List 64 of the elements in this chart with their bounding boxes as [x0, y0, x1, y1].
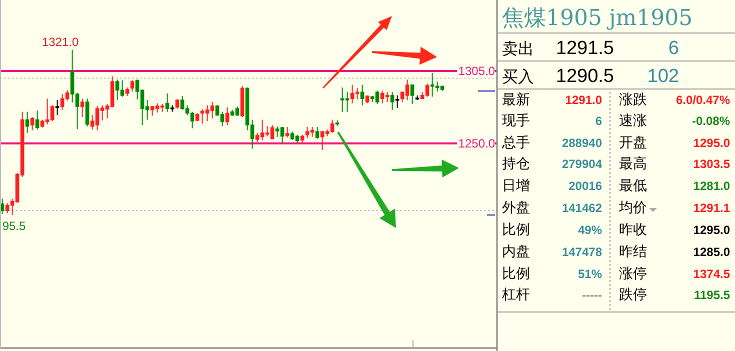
candlestick [225, 106, 230, 126]
text: 49% [578, 223, 602, 237]
text: 开盘 [619, 134, 647, 150]
text: 总手 [501, 134, 530, 150]
text: 102 [647, 66, 679, 87]
text: 速涨 [619, 112, 647, 128]
text: 最新 [502, 91, 530, 107]
text: 1374.5 [693, 267, 730, 281]
text: 1281.0 [693, 179, 730, 193]
text: 147478 [562, 245, 602, 259]
text: 现手 [502, 112, 530, 128]
text: 6.0/0.47% [676, 93, 730, 107]
candlestick [35, 110, 40, 130]
text: 288940 [562, 136, 602, 150]
text: 1295.0 [693, 136, 730, 150]
candlestick [165, 92, 170, 112]
text: 最高 [619, 155, 647, 171]
y-tick-label: 1305.0 [458, 64, 496, 78]
candlestick [130, 80, 134, 92]
text: 外盘 [502, 199, 530, 215]
annotation: 1321.0 [42, 34, 79, 49]
candlestick [85, 98, 90, 127]
text: 最低 [619, 177, 647, 193]
candlestick [390, 92, 394, 110]
text: 1291.5 [556, 38, 614, 59]
text: 1290.5 [556, 66, 614, 87]
text: 持仓 [502, 155, 530, 171]
candlestick [285, 126, 290, 138]
text: 日增 [502, 177, 530, 193]
candlestick [55, 99, 60, 116]
text: 比例 [502, 265, 530, 281]
text: 6 [668, 38, 679, 59]
text: 141462 [562, 201, 602, 215]
text: -0.08% [692, 114, 730, 128]
text: 昨收 [619, 221, 647, 237]
y-tick-label: 1250.0 [458, 136, 496, 150]
text: 跌停 [619, 286, 647, 302]
text: 279904 [562, 157, 602, 171]
text: 20016 [568, 179, 602, 193]
candlestick [315, 126, 320, 140]
text: 内盘 [502, 243, 530, 259]
text: 涨跌 [619, 91, 647, 107]
candlestick [80, 98, 84, 118]
text: 1295.0 [693, 223, 730, 237]
text: 比例 [502, 221, 530, 237]
text: 均价 [618, 199, 647, 215]
text: 51% [578, 267, 602, 281]
text: 买入 [502, 68, 534, 86]
candlestick [360, 84, 364, 106]
text: 卖出 [502, 40, 534, 58]
text: 1291.0 [565, 93, 602, 107]
annotation: 95.5 [2, 219, 26, 234]
text: 涨停 [619, 265, 647, 281]
text: ----- [582, 288, 602, 302]
text: 6 [595, 114, 602, 128]
text: 1285.0 [693, 245, 730, 259]
text: 杠杆 [501, 286, 530, 302]
text: 1195.5 [694, 288, 730, 302]
text: 1291.1 [693, 201, 730, 215]
candlestick [410, 84, 414, 104]
text: 昨结 [619, 243, 647, 259]
candlestick [30, 116, 34, 131]
text: 焦煤1905 jm1905 [502, 6, 693, 31]
text: 1303.5 [693, 157, 730, 171]
